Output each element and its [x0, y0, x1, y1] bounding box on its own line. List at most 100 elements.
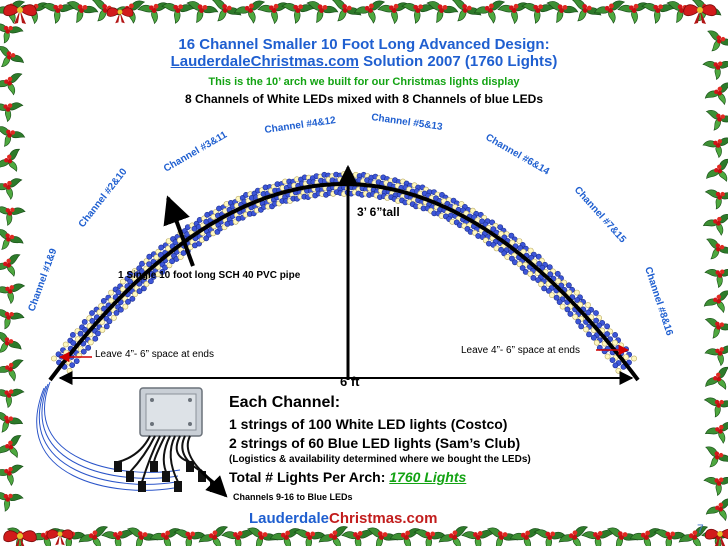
holly-berry: [475, 535, 481, 540]
holly-berry: [8, 389, 14, 394]
blue-led: [118, 306, 124, 313]
holly-sprig: [617, 2, 651, 25]
blue-channels-arrow: [198, 468, 228, 498]
blue-led: [70, 331, 76, 338]
holly-berry: [718, 452, 724, 458]
channel-label: Channel #3&11: [162, 129, 229, 174]
holly-sprig: [233, 0, 266, 24]
holly-berry: [298, 4, 303, 10]
holly-berry: [586, 5, 592, 11]
white-led: [527, 247, 534, 254]
holly-sprig: [702, 214, 728, 236]
holly-sprig: [0, 206, 26, 226]
holly-berry: [497, 531, 503, 537]
holly-berry: [716, 35, 722, 40]
white-led: [612, 339, 618, 346]
holly-berry: [550, 531, 556, 537]
holly-berry: [562, 4, 568, 10]
footer-brand[interactable]: LauderdaleChristmas.com: [249, 510, 438, 527]
holly-berry: [716, 299, 721, 304]
holly-berry: [10, 207, 15, 213]
white-led: [572, 313, 579, 320]
holly-sprig: [705, 498, 728, 522]
ribbon-bow: [704, 528, 728, 546]
blue-led: [593, 317, 599, 324]
holly-berry: [295, 8, 301, 13]
holly-sprig: [704, 269, 728, 289]
blue-led: [546, 287, 552, 294]
holly-sprig: [593, 0, 626, 24]
channel-label: Channel #6&14: [484, 132, 552, 178]
blue-led: [574, 297, 581, 303]
holly-berry: [720, 191, 725, 197]
blue-led: [623, 346, 629, 353]
holly-berry: [582, 8, 588, 13]
holly-berry: [717, 139, 723, 144]
blue-led: [596, 322, 602, 329]
blue-led: [150, 273, 157, 280]
holly-sprig: [0, 464, 24, 487]
blue-led: [147, 278, 154, 285]
holly-berry: [284, 535, 289, 540]
white-led: [566, 289, 573, 296]
holly-berry: [525, 530, 531, 536]
holly-berry: [442, 4, 448, 10]
holly-berry: [7, 76, 13, 82]
white-led: [583, 326, 589, 333]
holly-berry: [717, 168, 723, 174]
holly-sprig: [161, 3, 195, 24]
blue-led: [100, 297, 107, 304]
holly-berry: [6, 55, 12, 60]
white-led: [66, 367, 73, 374]
holly-berry: [597, 531, 603, 536]
holly-berry: [568, 533, 574, 539]
blue-led: [103, 323, 110, 330]
cable-plug: [138, 481, 146, 492]
total-lights: Total # Lights Per Arch: 1760 Lights: [229, 469, 467, 485]
blue-led: [566, 282, 572, 289]
holly-berry: [102, 4, 108, 9]
blue-led: [489, 219, 496, 226]
holly-sprig: [0, 46, 24, 67]
holly-berry: [185, 531, 191, 537]
holly-berry: [719, 347, 725, 352]
blue-led: [81, 318, 88, 325]
holly-berry: [538, 4, 543, 10]
blue-led: [89, 317, 96, 324]
white-led: [498, 230, 505, 237]
holly-sprig: [0, 73, 23, 96]
white-led: [177, 254, 184, 260]
holly-sprig: [0, 492, 24, 512]
holly-berry: [448, 533, 454, 539]
holly-berry: [317, 4, 323, 10]
holly-berry: [716, 113, 721, 119]
holly-sprig: [703, 397, 728, 418]
blue-led: [586, 331, 592, 338]
holly-berry: [645, 530, 651, 536]
holly-berry: [717, 195, 722, 200]
holly-berry: [153, 3, 159, 9]
holly-berry: [257, 531, 263, 537]
holly-berry: [425, 531, 431, 537]
holly-berry: [212, 535, 218, 540]
holly-sprig: [704, 82, 728, 106]
holly-berry: [717, 164, 722, 170]
holly-berry: [3, 261, 8, 267]
controller-cable: [169, 435, 179, 483]
holly-berry: [452, 535, 458, 540]
holly-berry: [608, 8, 613, 13]
holly-berry: [547, 535, 553, 540]
white-led: [615, 367, 622, 374]
holly-berry: [175, 8, 181, 13]
holly-berry: [7, 154, 12, 160]
blue-led: [115, 289, 122, 296]
holly-berry: [7, 133, 12, 138]
holly-berry: [718, 61, 723, 66]
blue-led: [517, 245, 524, 251]
holly-berry: [310, 531, 316, 537]
holly-berry: [8, 440, 13, 446]
holly-sprig: [581, 530, 615, 546]
holly-berry: [715, 505, 720, 511]
holly-sprig: [705, 366, 728, 390]
holly-berry: [10, 130, 16, 135]
